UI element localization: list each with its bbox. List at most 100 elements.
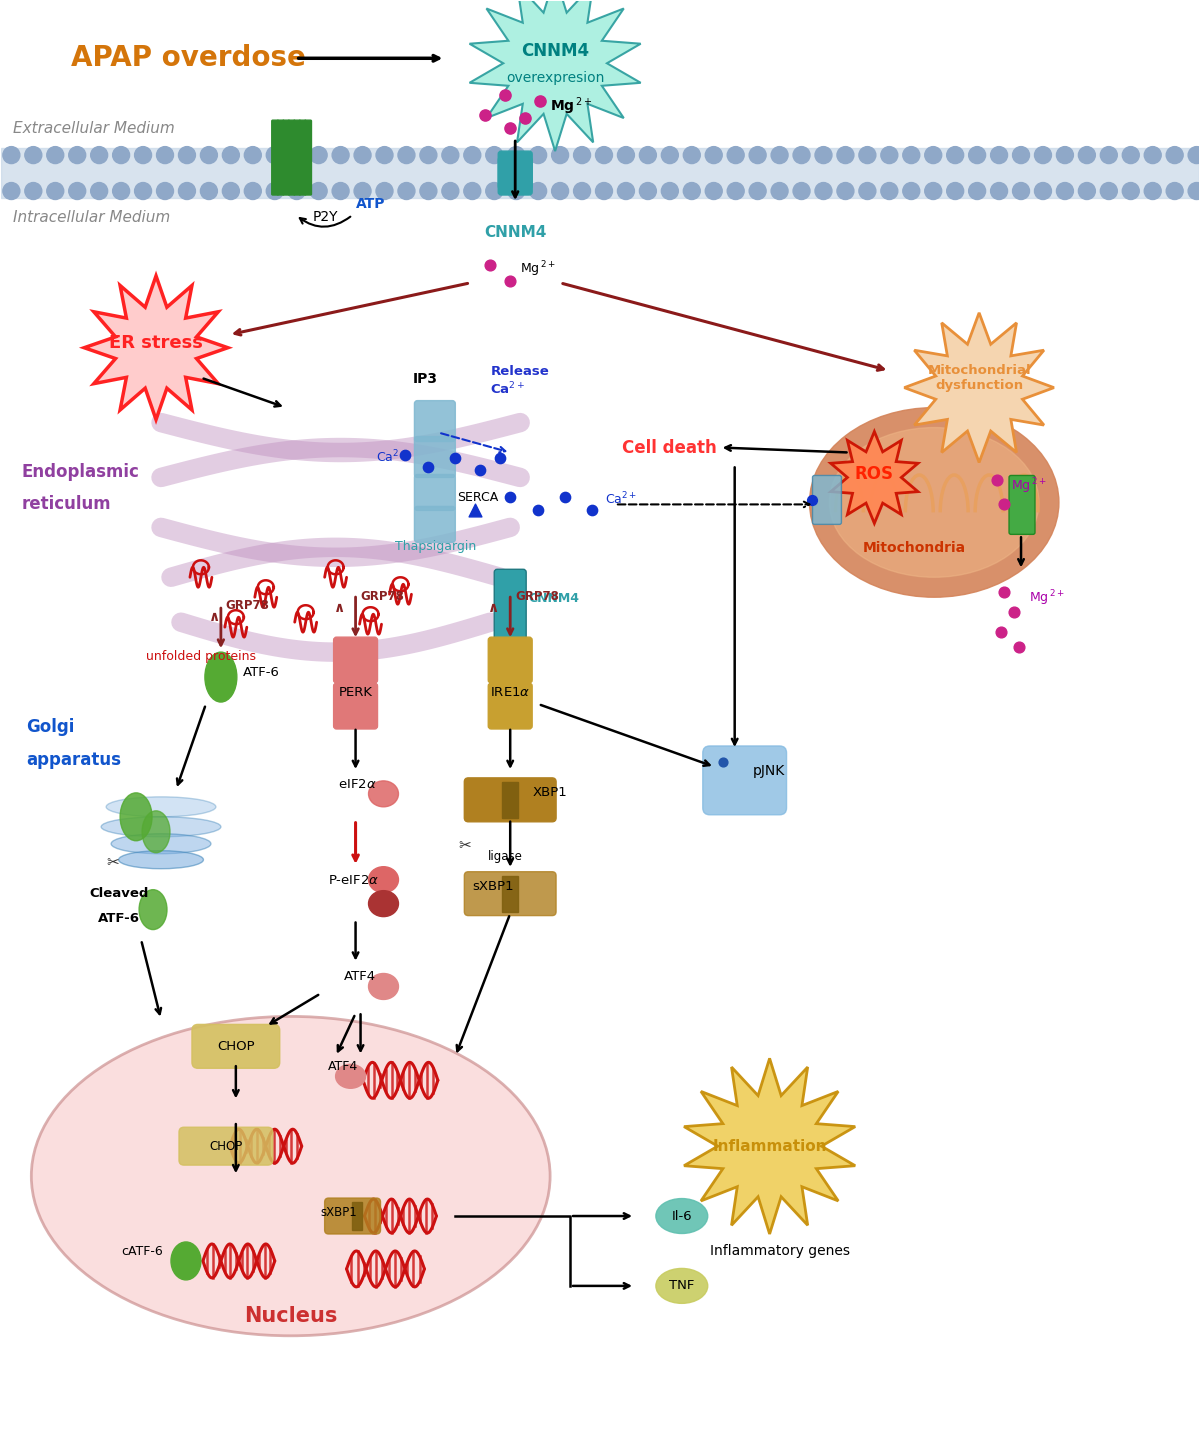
FancyBboxPatch shape [812, 475, 841, 524]
Circle shape [222, 146, 239, 163]
Circle shape [376, 182, 392, 199]
Circle shape [727, 182, 744, 199]
Circle shape [727, 146, 744, 163]
Circle shape [1079, 182, 1096, 199]
Text: P-eIF2$\alpha$: P-eIF2$\alpha$ [328, 874, 379, 886]
Circle shape [200, 182, 217, 199]
Point [419, 455, 438, 478]
FancyBboxPatch shape [179, 1127, 272, 1166]
Circle shape [529, 146, 547, 163]
Text: Mg$^{\,2+}$: Mg$^{\,2+}$ [1030, 589, 1064, 609]
Circle shape [376, 146, 392, 163]
Text: ✂: ✂ [106, 855, 119, 869]
Circle shape [1100, 182, 1117, 199]
Circle shape [2, 146, 20, 163]
Ellipse shape [656, 1199, 708, 1233]
Circle shape [661, 146, 678, 163]
Circle shape [245, 146, 262, 163]
Circle shape [1056, 182, 1074, 199]
FancyBboxPatch shape [498, 152, 532, 189]
Circle shape [881, 146, 898, 163]
Text: ATF4: ATF4 [328, 1060, 358, 1074]
Circle shape [1034, 146, 1051, 163]
Text: XBP1: XBP1 [532, 786, 566, 799]
Circle shape [486, 146, 503, 163]
Circle shape [1034, 182, 1051, 199]
Text: apparatus: apparatus [26, 750, 121, 769]
FancyBboxPatch shape [299, 120, 306, 195]
Circle shape [618, 182, 635, 199]
FancyBboxPatch shape [464, 778, 556, 822]
Text: ∧: ∧ [209, 610, 220, 624]
Circle shape [640, 146, 656, 163]
FancyBboxPatch shape [294, 120, 300, 195]
Text: Il-6: Il-6 [672, 1210, 692, 1223]
Circle shape [990, 182, 1008, 199]
Text: Golgi: Golgi [26, 717, 74, 736]
FancyBboxPatch shape [414, 507, 455, 543]
Circle shape [1122, 146, 1139, 163]
Circle shape [683, 182, 701, 199]
Text: Mg$^{\,2+}$: Mg$^{\,2+}$ [550, 96, 593, 117]
Circle shape [595, 182, 612, 199]
Circle shape [508, 182, 524, 199]
Point [713, 750, 732, 773]
Circle shape [925, 146, 942, 163]
Text: CNNM4: CNNM4 [484, 225, 546, 241]
Text: Endoplasmic: Endoplasmic [22, 464, 139, 481]
Circle shape [1100, 146, 1117, 163]
Text: PERK: PERK [338, 686, 372, 699]
Circle shape [288, 182, 305, 199]
Point [475, 103, 494, 126]
Circle shape [310, 146, 328, 163]
Text: Nucleus: Nucleus [244, 1306, 337, 1326]
FancyBboxPatch shape [277, 120, 284, 195]
Ellipse shape [119, 851, 204, 869]
Text: Ca$^{2+}$: Ca$^{2+}$ [605, 491, 637, 507]
FancyBboxPatch shape [498, 158, 532, 195]
Point [491, 445, 510, 468]
Ellipse shape [205, 652, 236, 702]
Text: Extracellular Medium: Extracellular Medium [13, 120, 175, 136]
FancyBboxPatch shape [414, 437, 455, 477]
Ellipse shape [101, 816, 221, 836]
Point [500, 269, 520, 292]
Circle shape [354, 182, 371, 199]
Circle shape [968, 182, 985, 199]
Circle shape [1056, 146, 1074, 163]
Circle shape [815, 146, 832, 163]
Text: Release
Ca$^{2+}$: Release Ca$^{2+}$ [491, 365, 550, 398]
Circle shape [398, 146, 415, 163]
Point [556, 485, 575, 508]
Ellipse shape [368, 780, 398, 806]
Text: cATF-6: cATF-6 [121, 1244, 163, 1257]
Circle shape [420, 146, 437, 163]
Text: ligase: ligase [488, 849, 523, 862]
Circle shape [91, 182, 108, 199]
Circle shape [354, 146, 371, 163]
Text: sXBP1: sXBP1 [320, 1206, 358, 1219]
Circle shape [683, 146, 701, 163]
Ellipse shape [368, 974, 398, 1000]
Circle shape [772, 146, 788, 163]
Circle shape [68, 146, 85, 163]
Polygon shape [830, 431, 918, 523]
Circle shape [508, 146, 524, 163]
Point [500, 116, 520, 139]
FancyBboxPatch shape [414, 474, 455, 510]
Text: overexpresion: overexpresion [506, 72, 605, 86]
FancyBboxPatch shape [283, 120, 289, 195]
Circle shape [947, 182, 964, 199]
Text: Thapsigargin: Thapsigargin [396, 540, 476, 553]
FancyBboxPatch shape [334, 683, 378, 729]
FancyBboxPatch shape [305, 120, 312, 195]
Circle shape [595, 146, 612, 163]
Circle shape [881, 182, 898, 199]
FancyBboxPatch shape [414, 401, 455, 441]
Text: GRP78: GRP78 [360, 590, 404, 603]
Point [582, 498, 601, 521]
Text: Ca$^{2+}$: Ca$^{2+}$ [376, 448, 408, 465]
Text: ATP: ATP [355, 198, 385, 211]
Circle shape [332, 146, 349, 163]
Circle shape [245, 182, 262, 199]
